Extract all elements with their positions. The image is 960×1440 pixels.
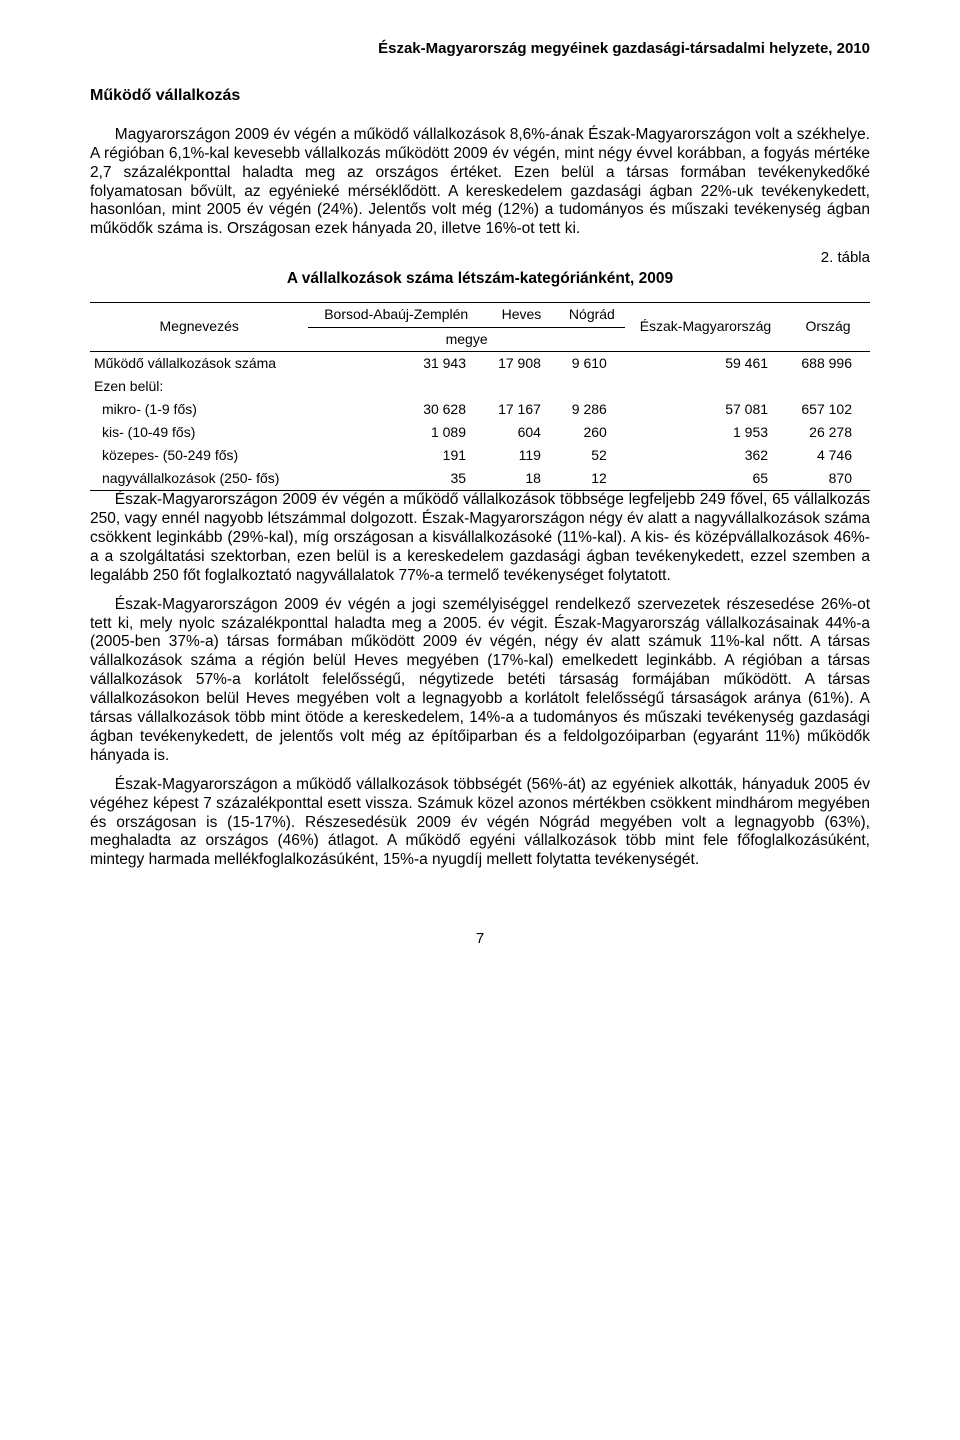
cell-value xyxy=(308,375,484,398)
cell-value: 35 xyxy=(308,467,484,491)
table-number-label: 2. tábla xyxy=(821,249,870,267)
cell-value: 1 089 xyxy=(308,421,484,444)
document-page: Észak-Magyarország megyéinek gazdasági-t… xyxy=(0,0,960,979)
cell-value: 18 xyxy=(484,467,559,491)
cell-value: 1 953 xyxy=(625,421,786,444)
paragraph-2: Észak-Magyarországon 2009 év végén a műk… xyxy=(90,491,870,586)
table-head-megnevezes: Megnevezés xyxy=(90,303,308,351)
cell-value: 30 628 xyxy=(308,398,484,421)
table-label-row: 2. tábla xyxy=(90,249,870,267)
section-title: Működő vállalkozás xyxy=(90,86,870,106)
table-head-col1: Borsod-Abaúj-Zemplén xyxy=(308,303,484,327)
table-head-col5: Ország xyxy=(786,303,870,351)
cell-value: 52 xyxy=(559,444,625,467)
cell-value: 17 167 xyxy=(484,398,559,421)
cell-value: 17 908 xyxy=(484,351,559,375)
row-label: Ezen belül: xyxy=(90,375,308,398)
cell-value xyxy=(559,375,625,398)
cell-value: 119 xyxy=(484,444,559,467)
cell-value: 9 286 xyxy=(559,398,625,421)
paragraph-4: Észak-Magyarországon a működő vállalkozá… xyxy=(90,776,870,871)
table-subhead-megye: megye xyxy=(308,327,624,351)
cell-value: 65 xyxy=(625,467,786,491)
row-label: nagyvállalkozások (250- fős) xyxy=(90,467,308,491)
paragraph-3: Észak-Magyarországon 2009 év végén a jog… xyxy=(90,596,870,766)
cell-value: 31 943 xyxy=(308,351,484,375)
cell-value xyxy=(786,375,870,398)
cell-value: 260 xyxy=(559,421,625,444)
cell-value: 362 xyxy=(625,444,786,467)
running-header: Észak-Magyarország megyéinek gazdasági-t… xyxy=(90,40,870,58)
row-label: kis- (10-49 fős) xyxy=(90,421,308,444)
table-row: nagyvállalkozások (250- fős)35181265870 xyxy=(90,467,870,491)
cell-value: 870 xyxy=(786,467,870,491)
cell-value: 12 xyxy=(559,467,625,491)
cell-value: 57 081 xyxy=(625,398,786,421)
table-row: Működő vállalkozások száma31 94317 9089 … xyxy=(90,351,870,375)
table-row: kis- (10-49 fős)1 0896042601 95326 278 xyxy=(90,421,870,444)
cell-value: 604 xyxy=(484,421,559,444)
page-number: 7 xyxy=(90,930,870,948)
cell-value: 657 102 xyxy=(786,398,870,421)
row-label: Működő vállalkozások száma xyxy=(90,351,308,375)
row-label: mikro- (1-9 fős) xyxy=(90,398,308,421)
table-head-col2: Heves xyxy=(484,303,559,327)
table-row: közepes- (50-249 fős)191119523624 746 xyxy=(90,444,870,467)
cell-value: 9 610 xyxy=(559,351,625,375)
enterprises-table: Megnevezés Borsod-Abaúj-Zemplén Heves Nó… xyxy=(90,302,870,491)
paragraph-1: Magyarországon 2009 év végén a működő vá… xyxy=(90,126,870,239)
table-head-col4: Észak-Magyarország xyxy=(625,303,786,351)
cell-value: 26 278 xyxy=(786,421,870,444)
table-row: mikro- (1-9 fős)30 62817 1679 28657 0816… xyxy=(90,398,870,421)
row-label: közepes- (50-249 fős) xyxy=(90,444,308,467)
cell-value: 688 996 xyxy=(786,351,870,375)
cell-value xyxy=(484,375,559,398)
table-body: Működő vállalkozások száma31 94317 9089 … xyxy=(90,351,870,490)
cell-value: 4 746 xyxy=(786,444,870,467)
cell-value: 59 461 xyxy=(625,351,786,375)
table-head-col3: Nógrád xyxy=(559,303,625,327)
cell-value: 191 xyxy=(308,444,484,467)
table-row: Ezen belül: xyxy=(90,375,870,398)
table-title: A vállalkozások száma létszám-kategórián… xyxy=(90,270,870,289)
cell-value xyxy=(625,375,786,398)
